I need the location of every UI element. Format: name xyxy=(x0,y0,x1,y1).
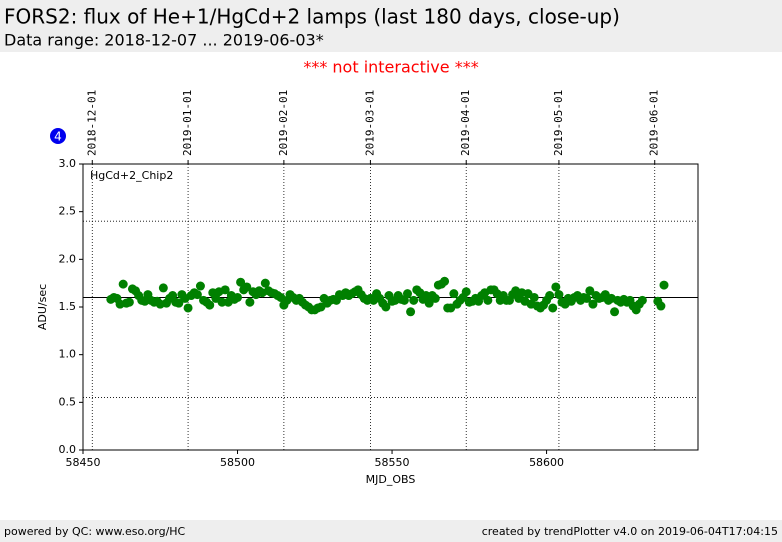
y-tick-label: 2.0 xyxy=(59,252,77,265)
y-tick-label: 2.5 xyxy=(59,205,77,218)
data-point xyxy=(610,307,620,317)
data-point xyxy=(233,292,243,302)
data-point xyxy=(399,295,409,305)
y-tick-label: 1.5 xyxy=(59,300,77,313)
data-point xyxy=(449,289,459,299)
date-tick-label: 2019-02-01 xyxy=(277,90,290,156)
data-point xyxy=(124,297,134,307)
data-point xyxy=(659,280,669,290)
data-point xyxy=(656,301,666,311)
data-point xyxy=(461,287,471,297)
date-tick-label: 2019-04-01 xyxy=(459,90,472,156)
x-tick-label: 58450 xyxy=(66,456,101,469)
date-tick-label: 2019-03-01 xyxy=(363,90,376,156)
page-subtitle: Data range: 2018-12-07 ... 2019-06-03* xyxy=(4,31,324,50)
y-tick-label: 3.0 xyxy=(59,157,77,170)
data-point xyxy=(118,279,128,289)
x-tick-label: 58500 xyxy=(220,456,255,469)
data-point xyxy=(402,289,412,299)
data-point xyxy=(430,293,440,303)
date-tick-label: 2018-12-01 xyxy=(85,90,98,156)
data-point xyxy=(236,277,246,287)
notice: *** not interactive *** xyxy=(303,58,478,77)
data-point xyxy=(245,297,255,307)
data-point xyxy=(242,282,252,292)
data-point xyxy=(440,276,450,286)
footer-left: powered by QC: www.eso.org/HC xyxy=(4,525,186,538)
data-point xyxy=(588,299,598,309)
data-point xyxy=(421,291,431,301)
data-point xyxy=(192,290,202,300)
data-point xyxy=(158,283,168,293)
data-point xyxy=(205,300,215,310)
data-point xyxy=(548,303,558,313)
x-tick-label: 58600 xyxy=(529,456,564,469)
data-point xyxy=(551,282,561,292)
date-tick-label: 2019-01-01 xyxy=(181,90,194,156)
data-point xyxy=(381,302,391,312)
plot-area xyxy=(83,164,698,450)
x-tick-label: 58550 xyxy=(375,456,410,469)
data-point xyxy=(409,295,419,305)
footer-band xyxy=(0,520,782,542)
data-point xyxy=(545,291,555,301)
data-point xyxy=(582,293,592,303)
badge-label: 4 xyxy=(54,130,62,144)
y-tick-label: 0.0 xyxy=(59,443,77,456)
data-point xyxy=(174,298,184,308)
y-axis-label: ADU/sec xyxy=(36,284,49,330)
data-point xyxy=(406,307,416,317)
plot-annotation: HgCd+2_Chip2 xyxy=(90,169,173,182)
x-axis-label: MJD_OBS xyxy=(366,473,416,486)
page-title: FORS2: flux of He+1/HgCd+2 lamps (last 1… xyxy=(4,5,620,29)
header-band xyxy=(0,0,782,52)
footer-right: created by trendPlotter v4.0 on 2019-06-… xyxy=(482,525,778,538)
y-tick-label: 0.5 xyxy=(59,395,77,408)
data-point xyxy=(529,292,539,302)
data-point xyxy=(424,298,434,308)
data-point xyxy=(483,295,493,305)
data-point xyxy=(554,290,564,300)
date-tick-label: 2019-05-01 xyxy=(552,90,565,156)
badge-circle xyxy=(50,128,66,144)
data-point xyxy=(168,291,178,301)
data-point xyxy=(195,281,205,291)
data-point xyxy=(220,285,230,295)
date-tick-label: 2019-06-01 xyxy=(648,90,661,156)
data-point xyxy=(585,286,595,296)
data-point xyxy=(183,303,193,313)
data-point xyxy=(637,295,647,305)
plot-frame xyxy=(82,163,699,451)
data-point xyxy=(260,278,270,288)
y-tick-label: 1.0 xyxy=(59,348,77,361)
data-point xyxy=(217,297,227,307)
